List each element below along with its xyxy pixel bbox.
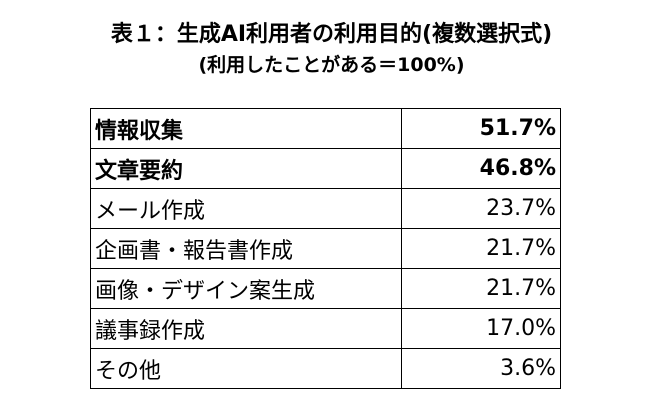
percent-cell: 21.7% [401,228,561,269]
table: 情報収集 51.7% 文章要約 46.8% メール作成 23.7% 企画書・報告書作成 21.… [90,108,561,389]
percent-cell: 46.8% [401,148,561,189]
table-row: 画像・デザイン案生成 21.7% [90,268,561,309]
purpose-cell: その他 [90,348,402,389]
purpose-cell: 情報収集 [90,108,402,149]
percent-cell: 23.7% [401,188,561,229]
percent-cell: 3.6% [401,348,561,389]
percent-cell: 17.0% [401,308,561,349]
purpose-cell: 企画書・報告書作成 [90,228,402,269]
table-row: メール作成 23.7% [90,188,561,229]
subtitle: (利用したことがある＝100%) [198,54,465,76]
table-body: 情報収集 51.7% 文章要約 46.8% メール作成 23.7% 企画書・報告書作成 21.… [90,108,561,389]
purpose-cell: 文章要約 [90,148,402,189]
percent-cell: 21.7% [401,268,561,309]
table-row: 情報収集 51.7% [90,108,561,149]
table-row: 議事録作成 17.0% [90,308,561,349]
table-row: その他 3.6% [90,348,561,389]
title: 表１：生成AI利用者の利用目的(複数選択式) [110,22,553,47]
purpose-cell: 議事録作成 [90,308,402,349]
table-row: 企画書・報告書作成 21.7% [90,228,561,269]
table-row: 文章要約 46.8% [90,148,561,189]
purpose-cell: メール作成 [90,188,402,229]
percent-cell: 51.7% [401,108,561,149]
purpose-cell: 画像・デザイン案生成 [90,268,402,309]
